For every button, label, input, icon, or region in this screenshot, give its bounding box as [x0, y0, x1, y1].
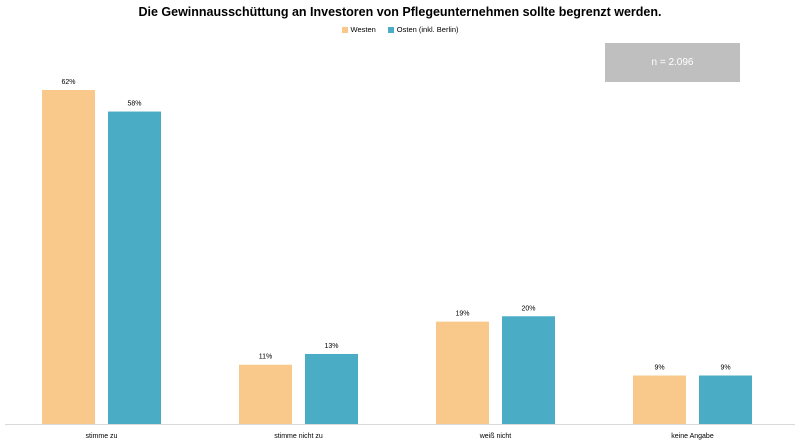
- sample-size-label: n = 2.096: [651, 57, 694, 68]
- legend-swatch-osten: [387, 26, 394, 33]
- category-label-3: keine Angabe: [671, 433, 714, 440]
- bar-westen-2: [436, 321, 489, 424]
- bar-westen-1: [239, 364, 292, 424]
- bar-osten-2: [502, 316, 555, 424]
- legend-label-westen: Westen: [350, 25, 376, 34]
- chart-title: Die Gewinnausschüttung an Investoren von…: [138, 5, 662, 19]
- category-label-2: weiß nicht: [479, 433, 512, 440]
- legend-item-westen: Westen: [341, 25, 376, 34]
- legend-item-osten: Osten (inkl. Berlin): [387, 25, 459, 34]
- data-label-osten-0: 58%: [127, 101, 141, 108]
- data-label-westen-3: 9%: [654, 365, 664, 372]
- legend-swatch-westen: [341, 26, 348, 33]
- bar-osten-0: [108, 111, 161, 424]
- data-label-westen-0: 62%: [61, 79, 75, 86]
- data-label-osten-2: 20%: [521, 305, 535, 312]
- bar-osten-3: [699, 375, 752, 424]
- bar-westen-0: [42, 90, 95, 424]
- legend: Westen Osten (inkl. Berlin): [0, 25, 800, 34]
- legend-label-osten: Osten (inkl. Berlin): [396, 25, 459, 34]
- category-label-0: stimme zu: [86, 433, 118, 440]
- data-label-osten-1: 13%: [324, 343, 338, 350]
- bar-westen-3: [633, 375, 686, 424]
- data-label-osten-3: 9%: [720, 365, 730, 372]
- bar-osten-1: [305, 353, 358, 424]
- sample-size-box: n = 2.096: [605, 43, 740, 82]
- category-label-1: stimme nicht zu: [274, 433, 323, 440]
- data-label-westen-2: 19%: [455, 311, 469, 318]
- data-label-westen-1: 11%: [259, 354, 273, 361]
